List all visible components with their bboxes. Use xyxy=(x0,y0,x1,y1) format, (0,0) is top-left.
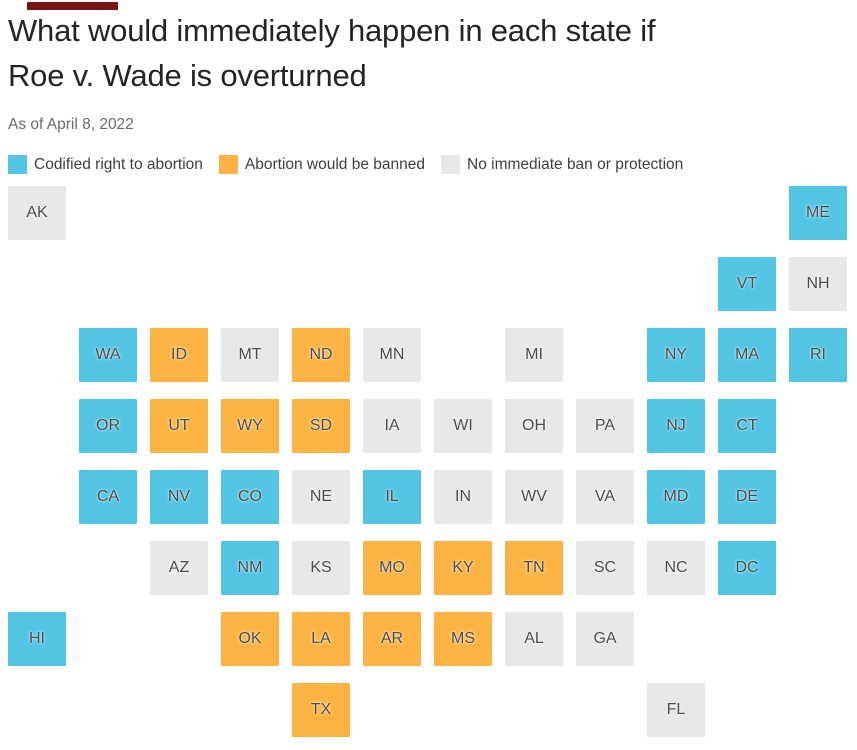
state-tile-ar: AR xyxy=(363,612,421,666)
state-tile-co: CO xyxy=(221,470,279,524)
state-tile-wa: WA xyxy=(79,328,137,382)
state-tile-nc: NC xyxy=(647,541,705,595)
state-tile-az: AZ xyxy=(150,541,208,595)
legend-label-none: No immediate ban or protection xyxy=(467,155,684,173)
state-tile-mi: MI xyxy=(505,328,563,382)
state-tile-ks: KS xyxy=(292,541,350,595)
state-tile-grid: AK ME VT NH WA ID MT ND MN MI NY MA RI OR UT WY SD IA WI OH… xyxy=(8,186,847,737)
cropped-kicker-bar xyxy=(27,2,118,10)
state-tile-sd: SD xyxy=(292,399,350,453)
state-tile-nj: NJ xyxy=(647,399,705,453)
state-tile-ga: GA xyxy=(576,612,634,666)
state-tile-md: MD xyxy=(647,470,705,524)
state-tile-ca: CA xyxy=(79,470,137,524)
legend-label-codified: Codified right to abortion xyxy=(34,155,203,173)
state-tile-ms: MS xyxy=(434,612,492,666)
state-tile-va: VA xyxy=(576,470,634,524)
state-tile-wi: WI xyxy=(434,399,492,453)
state-tile-id: ID xyxy=(150,328,208,382)
state-tile-tx: TX xyxy=(292,683,350,737)
state-tile-ct: CT xyxy=(718,399,776,453)
legend-swatch-banned xyxy=(218,155,238,174)
state-tile-ne: NE xyxy=(292,470,350,524)
state-tile-sc: SC xyxy=(576,541,634,595)
as-of-date: As of April 8, 2022 xyxy=(8,116,134,133)
state-tile-ia: IA xyxy=(363,399,421,453)
legend: Codified right to abortion Abortion woul… xyxy=(8,155,683,174)
state-tile-ky: KY xyxy=(434,541,492,595)
state-tile-de: DE xyxy=(718,470,776,524)
state-tile-me: ME xyxy=(789,186,847,240)
state-tile-la: LA xyxy=(292,612,350,666)
legend-label-banned: Abortion would be banned xyxy=(244,155,426,173)
state-tile-tn: TN xyxy=(505,541,563,595)
state-tile-nv: NV xyxy=(150,470,208,524)
page-title-line-2: Roe v. Wade is overturned xyxy=(8,58,367,93)
state-tile-ma: MA xyxy=(718,328,776,382)
state-tile-nd: ND xyxy=(292,328,350,382)
state-tile-mn: MN xyxy=(363,328,421,382)
state-tile-ut: UT xyxy=(150,399,208,453)
state-tile-nm: NM xyxy=(221,541,279,595)
state-tile-pa: PA xyxy=(576,399,634,453)
state-tile-hi: HI xyxy=(8,612,66,666)
state-tile-ak: AK xyxy=(8,186,66,240)
legend-swatch-none xyxy=(441,155,461,174)
state-tile-il: IL xyxy=(363,470,421,524)
state-tile-vt: VT xyxy=(718,257,776,311)
page-title: What would immediately happen in each st… xyxy=(8,8,838,98)
legend-swatch-codified xyxy=(8,155,27,174)
legend-item-codified: Codified right to abortion xyxy=(8,155,203,174)
legend-item-banned: Abortion would be banned xyxy=(218,155,426,174)
state-tile-mo: MO xyxy=(363,541,421,595)
legend-item-none: No immediate ban or protection xyxy=(441,155,683,174)
state-tile-oh: OH xyxy=(505,399,563,453)
state-tile-nh: NH xyxy=(789,257,847,311)
state-tile-mt: MT xyxy=(221,328,279,382)
state-tile-ok: OK xyxy=(221,612,279,666)
state-tile-dc: DC xyxy=(718,541,776,595)
state-tile-wv: WV xyxy=(505,470,563,524)
state-tile-ri: RI xyxy=(789,328,847,382)
state-tile-wy: WY xyxy=(221,399,279,453)
state-tile-or: OR xyxy=(79,399,137,453)
state-tile-al: AL xyxy=(505,612,563,666)
state-tile-fl: FL xyxy=(647,683,705,737)
state-tile-ny: NY xyxy=(647,328,705,382)
page-title-line-1: What would immediately happen in each st… xyxy=(8,13,656,48)
state-tile-in: IN xyxy=(434,470,492,524)
